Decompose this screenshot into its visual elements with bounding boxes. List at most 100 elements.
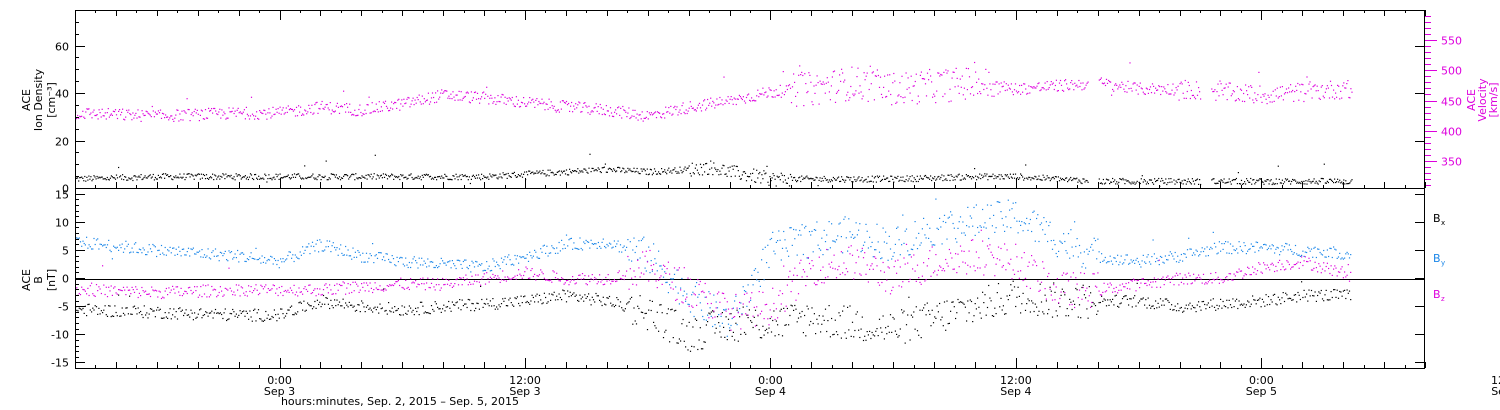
data-point <box>710 97 712 99</box>
data-point <box>1260 306 1262 308</box>
data-point <box>1182 92 1184 94</box>
data-point <box>1324 91 1326 93</box>
data-point <box>970 217 973 219</box>
data-point <box>1090 292 1092 294</box>
data-point <box>1204 303 1206 306</box>
data-point <box>431 92 434 94</box>
data-point <box>1254 183 1256 185</box>
data-point <box>633 115 635 117</box>
data-point <box>257 258 260 261</box>
data-point <box>386 285 388 287</box>
data-point <box>111 176 113 178</box>
data-point <box>1087 317 1089 319</box>
data-point <box>113 287 115 289</box>
data-point <box>1102 178 1104 181</box>
data-point <box>422 103 424 105</box>
top-panel-points <box>75 61 1353 187</box>
data-point <box>997 201 1000 203</box>
data-point <box>1116 84 1118 86</box>
data-point <box>731 317 733 320</box>
data-point <box>469 299 471 301</box>
data-point <box>957 298 959 301</box>
data-point <box>240 252 242 254</box>
data-point <box>528 101 530 103</box>
data-point <box>601 304 603 307</box>
data-point <box>1263 244 1265 246</box>
data-point <box>778 230 780 232</box>
data-point <box>979 225 981 227</box>
data-point <box>1213 178 1215 180</box>
data-point <box>256 111 258 113</box>
data-point <box>1321 298 1324 300</box>
data-point <box>389 261 391 263</box>
data-point <box>1146 256 1148 258</box>
data-point <box>125 116 127 118</box>
data-point <box>367 284 369 286</box>
data-point <box>1101 82 1103 84</box>
data-point <box>202 284 204 286</box>
data-point <box>491 269 493 272</box>
data-point <box>987 179 989 181</box>
data-point <box>234 110 236 112</box>
data-point <box>410 278 412 280</box>
data-point <box>516 103 518 105</box>
data-point <box>929 178 931 180</box>
data-point <box>784 91 786 93</box>
data-point <box>271 315 273 318</box>
density-label-line-1: ACE <box>20 89 33 111</box>
data-point <box>1260 246 1262 248</box>
data-point <box>1328 255 1330 258</box>
data-point <box>1086 180 1088 182</box>
data-point <box>1132 259 1135 262</box>
data-point <box>336 299 338 301</box>
data-point <box>632 249 634 251</box>
data-point <box>416 177 418 179</box>
data-point <box>811 101 813 103</box>
data-point <box>259 178 261 180</box>
data-point <box>450 310 452 312</box>
data-point <box>1146 181 1148 183</box>
data-point <box>152 110 154 112</box>
data-point <box>418 257 420 259</box>
data-point <box>332 173 334 175</box>
data-point <box>247 178 249 181</box>
data-point <box>832 71 834 73</box>
data-point <box>500 279 503 281</box>
data-point <box>1070 176 1072 179</box>
data-point <box>851 321 854 323</box>
data-point <box>538 100 540 103</box>
data-point <box>478 98 480 100</box>
data-point <box>278 286 280 289</box>
data-point <box>358 251 360 253</box>
data-point <box>165 173 167 175</box>
data-point <box>238 174 240 176</box>
data-point <box>1026 93 1028 95</box>
data-point <box>485 176 487 178</box>
data-point <box>307 176 309 179</box>
data-point <box>971 176 974 178</box>
data-point <box>818 179 820 181</box>
data-point <box>216 113 218 115</box>
data-point <box>1006 89 1008 91</box>
data-point <box>299 175 301 177</box>
data-point <box>637 258 639 261</box>
data-point <box>195 317 197 319</box>
data-point <box>1150 92 1153 94</box>
data-point <box>1189 302 1191 304</box>
data-point <box>241 287 244 289</box>
data-point <box>919 175 921 177</box>
data-point <box>1137 261 1139 263</box>
data-point <box>109 305 111 307</box>
data-point <box>447 97 449 99</box>
data-point <box>131 247 133 249</box>
data-point <box>307 111 309 113</box>
data-point <box>1339 98 1341 100</box>
data-point <box>156 290 158 292</box>
data-point <box>575 247 577 250</box>
data-point <box>1298 182 1300 184</box>
data-point <box>770 331 773 333</box>
data-point <box>1226 99 1228 101</box>
data-point <box>854 329 856 332</box>
data-point <box>1345 253 1347 255</box>
data-point <box>732 307 734 309</box>
